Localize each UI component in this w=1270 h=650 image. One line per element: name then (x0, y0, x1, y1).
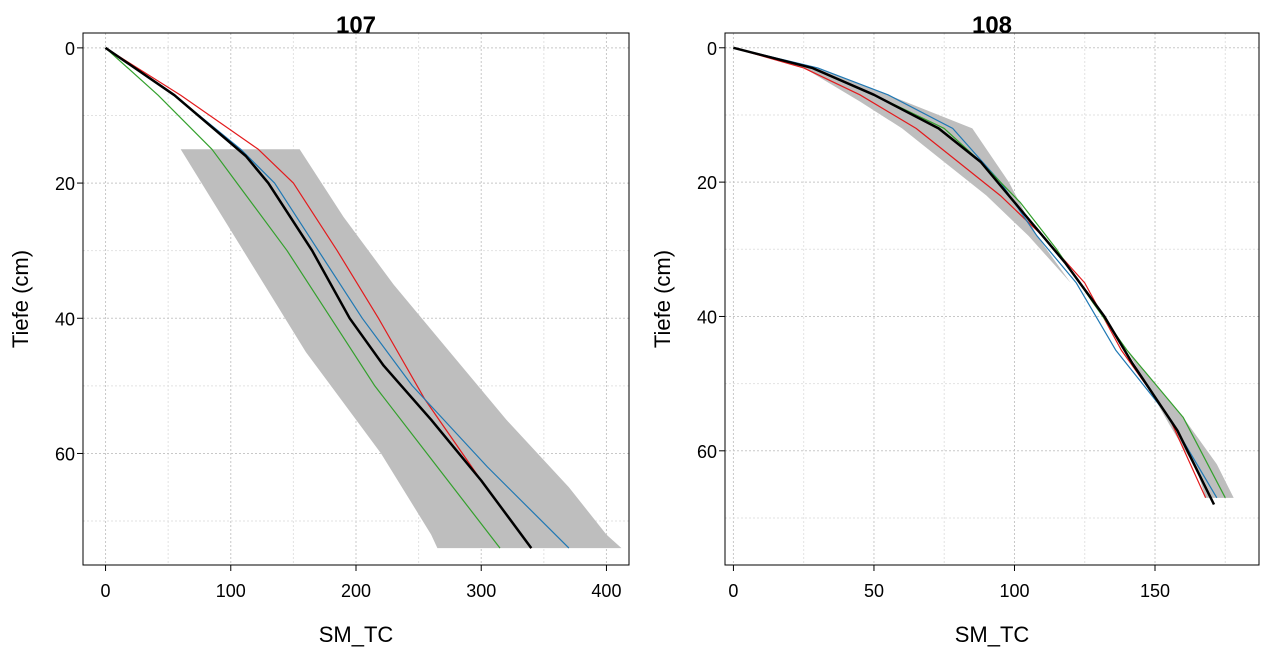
x-tick-label: 0 (728, 581, 738, 601)
x-tick-label: 300 (466, 581, 496, 601)
range-band (180, 149, 622, 549)
x-axis-label: SM_TC (955, 622, 1030, 647)
series-line-4 (104, 46, 533, 549)
x-tick-label: 150 (1140, 581, 1170, 601)
x-tick-label: 50 (864, 581, 884, 601)
y-tick-label: 40 (697, 307, 717, 327)
series-line-4 (733, 46, 1216, 506)
x-tick-label: 200 (341, 581, 371, 601)
plot-frame (724, 32, 1260, 566)
panel-108: 0 50 100 150 0 20 40 60 108 SM_TC Tiefe (cm) (650, 12, 1260, 647)
chart-title: 107 (336, 12, 376, 39)
y-tick-label: 0 (707, 39, 717, 59)
y-tick-label: 40 (55, 309, 75, 329)
series-line-3 (105, 47, 501, 549)
series-line-1 (105, 47, 532, 549)
y-tick-label: 20 (55, 174, 75, 194)
plot-area (725, 33, 1259, 565)
y-tick-label: 60 (55, 444, 75, 464)
x-axis-label: SM_TC (319, 622, 394, 647)
x-tick-label: 100 (999, 581, 1029, 601)
x-tick-label: 0 (101, 581, 111, 601)
panel-107: 0 100 200 300 400 0 20 40 60 107 SM_TC Tiefe (cm) (8, 12, 630, 647)
y-tick-label: 60 (697, 442, 717, 462)
y-tick-label: 0 (65, 39, 75, 59)
y-axis-label: Tiefe (cm) (8, 250, 33, 348)
y-tick-label: 20 (697, 173, 717, 193)
chart-title: 108 (972, 12, 1012, 39)
x-tick-label: 400 (591, 581, 621, 601)
y-axis-label: Tiefe (cm) (650, 250, 675, 348)
x-tick-label: 100 (216, 581, 246, 601)
